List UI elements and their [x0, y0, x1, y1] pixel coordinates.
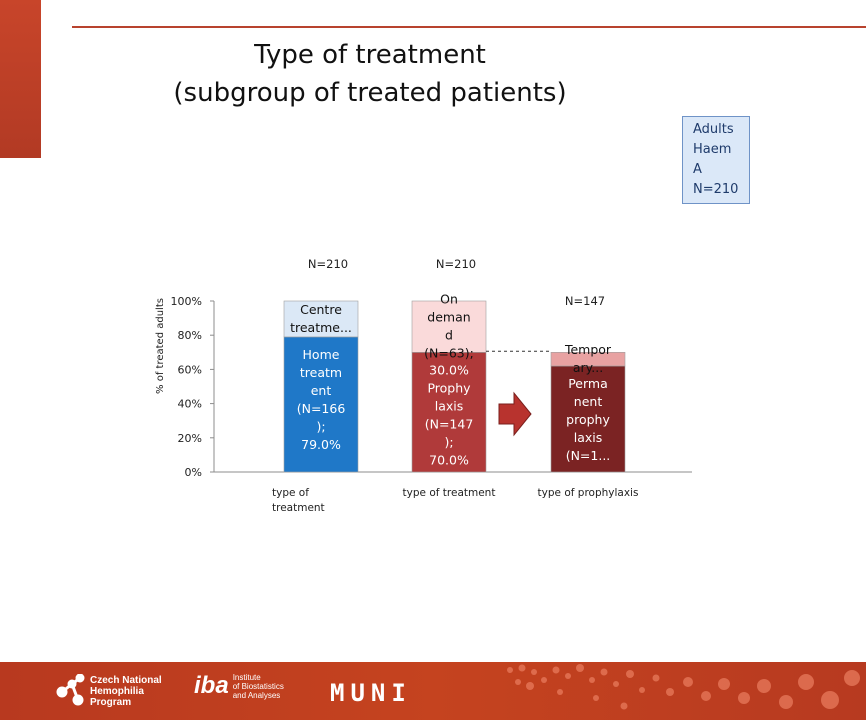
- data-label: ary...: [573, 360, 603, 375]
- y-tick-label: 20%: [178, 432, 202, 445]
- data-label: Home: [303, 347, 340, 362]
- data-label: Centre: [300, 302, 342, 317]
- data-label: Perma: [568, 376, 608, 391]
- x-category-label: treatment: [272, 502, 325, 514]
- n-label: N=210: [436, 257, 476, 271]
- data-label: (N=166: [297, 401, 346, 416]
- data-label: d: [445, 328, 453, 343]
- y-tick-label: 80%: [178, 329, 202, 342]
- bar-segment: [550, 365, 626, 473]
- title-line-2: (subgroup of treated patients): [173, 78, 567, 108]
- slide-title: Type of treatment (subgroup of treated p…: [120, 36, 620, 112]
- cohort-label-line: Adults: [693, 122, 734, 137]
- cnhp-line: Program: [90, 696, 132, 708]
- data-label: 79.0%: [301, 437, 341, 452]
- data-label: 70.0%: [429, 452, 469, 467]
- data-label: ent: [311, 383, 332, 398]
- bar-segment: [411, 351, 487, 473]
- iba-logo: iba Institute of Biostatistics and Analy…: [194, 672, 284, 700]
- bar-segment: [283, 300, 359, 338]
- bar-segment: [283, 336, 359, 473]
- right-arrow-icon: [498, 391, 532, 437]
- data-label: (N=63);: [424, 346, 474, 361]
- n-label: N=210: [308, 257, 348, 271]
- cohort-label-line: Haem: [693, 142, 732, 157]
- data-label: );: [316, 419, 325, 434]
- data-label: laxis: [435, 398, 464, 413]
- data-label: );: [444, 434, 453, 449]
- cohort-label-line: N=210: [693, 182, 739, 197]
- y-tick-label: 100%: [171, 295, 202, 308]
- cohort-label-line: A: [693, 162, 702, 177]
- y-axis-label: % of treated adults: [155, 298, 166, 394]
- data-label: nent: [574, 394, 603, 409]
- data-label: Tempor: [564, 342, 612, 357]
- title-line-1: Type of treatment: [254, 40, 486, 70]
- data-label: prophy: [566, 412, 610, 427]
- iba-mark: iba: [194, 672, 229, 699]
- bar-segment: [550, 351, 626, 367]
- data-label: laxis: [574, 430, 603, 445]
- data-label: (N=147: [425, 416, 474, 431]
- footer-band: Czech National Hemophilia Program iba In…: [0, 662, 866, 720]
- top-rule: [72, 26, 866, 28]
- cnhp-line: Czech National: [90, 674, 162, 686]
- data-label: deman: [427, 310, 470, 325]
- x-category-label: type of treatment: [403, 487, 496, 499]
- data-label: 30.0%: [429, 362, 469, 377]
- stacked-bar-chart: 0% 20% 40% 60% 80% 100% % of treated adults Hom…: [155, 257, 692, 514]
- y-tick-label: 0%: [185, 466, 202, 479]
- muni-logo: MUNI: [330, 679, 412, 707]
- y-tick-label: 40%: [178, 398, 202, 411]
- x-category-label: type of: [272, 487, 309, 499]
- bar-segment: [411, 300, 487, 353]
- molecule-icon: [56, 674, 85, 706]
- data-label: treatm: [300, 365, 342, 380]
- iba-line: Institute: [232, 672, 261, 682]
- cnhp-line: Hemophilia: [90, 685, 144, 697]
- data-label: treatme...: [290, 320, 352, 335]
- data-label: (N=1...: [566, 448, 611, 463]
- n-label: N=147: [565, 294, 605, 308]
- accent-bar: [0, 0, 41, 158]
- cohort-label-box: Adults Haem A N=210: [682, 116, 750, 204]
- x-category-label: type of prophylaxis: [538, 487, 639, 499]
- data-label: On: [440, 292, 458, 307]
- iba-line: of Biostatistics: [232, 681, 284, 691]
- data-label: Prophy: [427, 380, 471, 395]
- decorative-dot-pattern-icon: [507, 664, 860, 710]
- y-tick-label: 60%: [178, 363, 202, 376]
- iba-line: and Analyses: [232, 690, 281, 700]
- cnhp-logo: Czech National Hemophilia Program: [54, 674, 162, 708]
